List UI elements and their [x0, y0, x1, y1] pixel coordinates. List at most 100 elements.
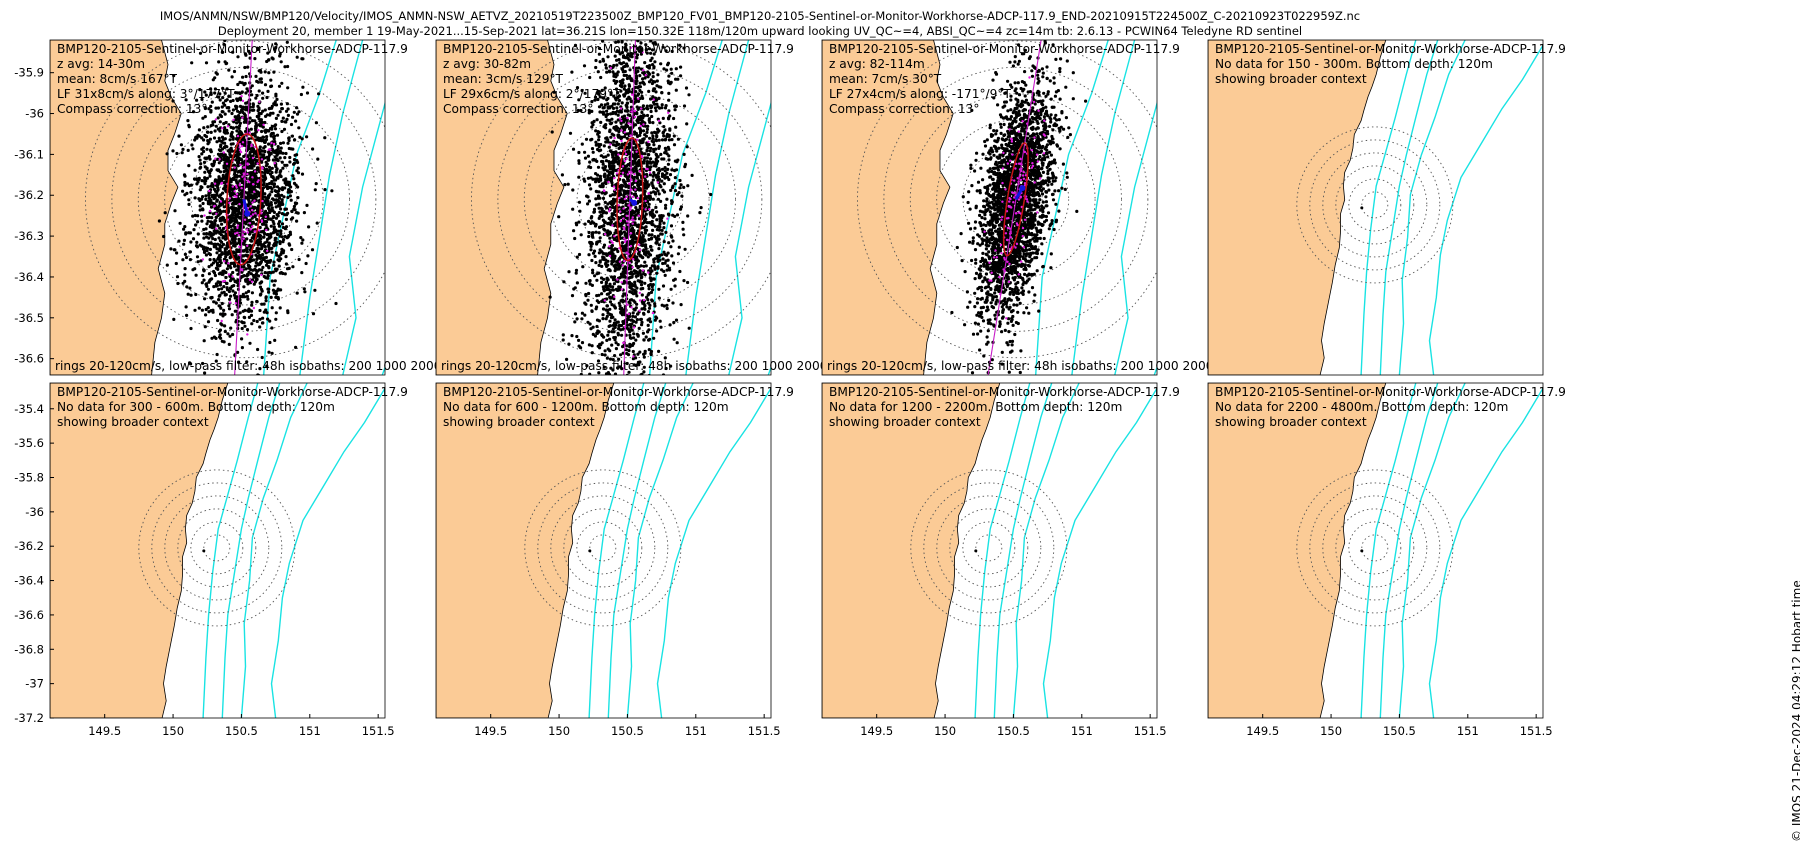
- scatter-point: [254, 121, 258, 125]
- scatter-point: [593, 334, 598, 338]
- scatter-point: [575, 255, 579, 259]
- scatter-point: [575, 334, 579, 339]
- scatter-point: [271, 57, 275, 61]
- scatter-point: [287, 136, 291, 140]
- scatter-point: [590, 258, 594, 263]
- scatter-point: [212, 160, 216, 164]
- scatter-point: [231, 137, 235, 141]
- scatter-point: [197, 178, 201, 182]
- lowpass-point: [246, 172, 249, 176]
- scatter-point: [265, 240, 269, 244]
- scatter-point: [659, 325, 663, 329]
- scatter-point: [234, 198, 238, 202]
- scatter-point: [188, 250, 192, 254]
- scatter-point: [291, 265, 295, 269]
- scatter-point: [271, 270, 275, 274]
- scatter-point: [234, 256, 238, 260]
- scatter-point: [227, 251, 232, 255]
- scatter-point: [195, 245, 200, 249]
- scatter-point: [216, 95, 221, 99]
- scatter-point: [197, 155, 201, 159]
- scatter-point: [599, 213, 604, 217]
- scatter-point: [630, 90, 634, 94]
- scatter-point: [616, 366, 620, 370]
- scatter-point: [227, 68, 231, 72]
- scatter-point: [297, 126, 301, 130]
- scatter-point: [292, 110, 296, 114]
- scatter-point: [634, 5, 637, 8]
- scatter-point: [218, 139, 222, 143]
- scatter-point: [665, 303, 669, 307]
- lowpass-point: [250, 280, 254, 283]
- scatter-point: [267, 350, 271, 354]
- scatter-point: [637, 35, 640, 38]
- scatter-point: [215, 263, 220, 267]
- scatter-point: [616, 113, 620, 117]
- scatter-point: [260, 204, 264, 208]
- scatter-point: [645, 162, 649, 166]
- scatter-point: [642, 113, 646, 117]
- scatter-point: [604, 281, 608, 285]
- lowpass-point: [238, 253, 241, 257]
- lowpass-point: [256, 180, 259, 184]
- scatter-point: [671, 239, 675, 243]
- scatter-point: [608, 221, 612, 225]
- scatter-point: [223, 329, 227, 334]
- scatter-point: [589, 176, 593, 180]
- scatter-point: [601, 307, 606, 311]
- scatter-point: [197, 197, 201, 201]
- scatter-point: [223, 145, 227, 150]
- scatter-point: [665, 197, 669, 201]
- scatter-point: [300, 271, 304, 275]
- scatter-point: [277, 264, 281, 268]
- lowpass-point: [257, 129, 260, 132]
- scatter-point: [633, 284, 637, 288]
- scatter-point: [216, 116, 220, 120]
- scatter-point: [613, 416, 616, 419]
- scatter-point: [272, 222, 276, 226]
- scatter-point: [228, 192, 232, 196]
- scatter-point: [659, 199, 663, 203]
- scatter-point: [304, 261, 308, 266]
- scatter-point: [198, 166, 202, 170]
- scatter-point: [214, 359, 218, 363]
- scatter-point: [269, 217, 273, 221]
- scatter-point: [577, 220, 581, 224]
- scatter-point: [220, 197, 224, 201]
- scatter-point: [211, 78, 215, 82]
- scatter-point: [645, 127, 650, 131]
- lowpass-point: [243, 230, 246, 234]
- scatter-point: [596, 132, 600, 136]
- scatter-point: [271, 197, 275, 201]
- scatter-point: [248, 232, 252, 236]
- scatter-point: [572, 378, 575, 381]
- scatter-point: [300, 57, 304, 61]
- scatter-point: [203, 297, 207, 301]
- lowpass-point: [245, 228, 249, 231]
- scatter-point: [284, 179, 288, 183]
- scatter-point: [635, 112, 639, 116]
- scatter-point: [636, 99, 641, 103]
- scatter-point: [263, 83, 268, 87]
- scatter-point: [294, 345, 298, 349]
- scatter-point: [193, 138, 197, 142]
- scatter-point: [218, 328, 222, 332]
- scatter-point: [628, 284, 632, 288]
- scatter-point: [666, 1, 669, 4]
- scatter-point: [248, 190, 252, 194]
- scatter-point: [264, 299, 268, 303]
- scatter-point: [567, 270, 571, 274]
- scatter-point: [229, 261, 233, 265]
- scatter-point: [620, 241, 625, 245]
- scatter-point: [255, 176, 259, 180]
- scatter-point: [301, 238, 305, 242]
- scatter-point: [618, 84, 623, 88]
- scatter-point: [649, 161, 653, 165]
- scatter-point: [269, 78, 273, 82]
- scatter-point: [210, 8, 213, 11]
- scatter-point: [603, 124, 607, 128]
- scatter-point: [608, 319, 612, 323]
- lowpass-point: [253, 170, 257, 173]
- scatter-point: [292, 204, 296, 209]
- scatter-point: [604, 211, 609, 215]
